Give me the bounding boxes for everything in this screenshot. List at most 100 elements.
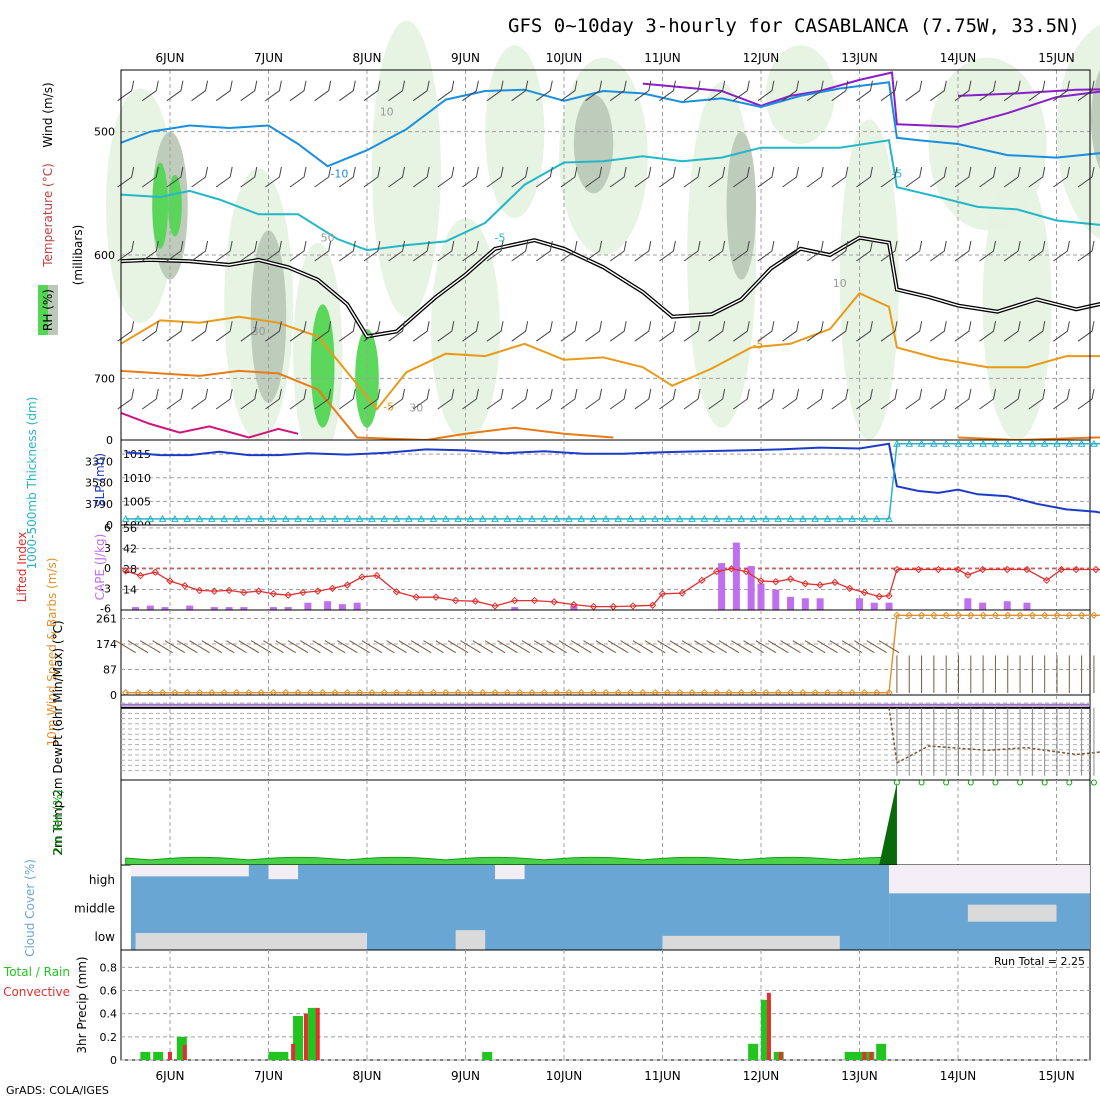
thickness-marker — [565, 514, 573, 522]
wind-marker — [1016, 611, 1024, 619]
precip-total-bar — [876, 1043, 887, 1060]
wind-barb — [1028, 80, 1046, 102]
wind-barb — [289, 80, 307, 102]
wind-barb — [1003, 240, 1021, 262]
cape-bar — [964, 598, 972, 610]
lifted-marker — [181, 582, 189, 590]
wind-barb — [757, 388, 775, 410]
thickness-marker — [848, 514, 856, 522]
rh-shade-0 — [105, 88, 175, 323]
cape-bar — [787, 596, 795, 610]
cape-bar — [772, 589, 780, 610]
thickness-marker — [725, 514, 733, 522]
cloud-cell-6 — [967, 904, 1057, 922]
precip-convective-bar — [862, 1051, 867, 1060]
rh2m-marker — [943, 779, 950, 786]
wind10-barb — [484, 640, 506, 654]
wind-barb — [1077, 240, 1095, 262]
day-label-bottom: 7JUN — [254, 1069, 283, 1083]
wind10-barb — [201, 640, 223, 654]
wind-barb — [166, 166, 184, 188]
ua-ytick-label: 600 — [94, 249, 115, 262]
thickness-marker — [614, 514, 623, 522]
wind-barb — [856, 388, 873, 410]
lifted-marker — [254, 587, 263, 595]
wind-barb — [314, 388, 332, 410]
thickness-marker — [762, 514, 770, 522]
wind-barb — [265, 388, 282, 410]
wind-barb — [412, 240, 430, 262]
wind-marker — [1028, 611, 1037, 619]
thickness-marker — [917, 439, 926, 447]
precip-tick-label: 0.2 — [100, 1031, 118, 1044]
isotherm-line-2 — [120, 81, 1100, 168]
temperature-legend-label: Temperature (°C) — [41, 163, 55, 268]
wind-barb — [215, 240, 233, 262]
thickness-marker — [835, 514, 844, 522]
thickness-marker — [966, 439, 975, 447]
isotherm-line-0 — [642, 71, 1100, 128]
cape-bar — [338, 604, 346, 610]
cloud-layer-label: middle — [74, 902, 115, 916]
wind10-barb — [250, 640, 272, 654]
rh-shade-9 — [371, 20, 441, 317]
lifted-marker — [343, 581, 352, 589]
precip-convective-bar — [303, 1013, 308, 1060]
wind-barb — [437, 166, 455, 188]
lifted-marker — [491, 602, 499, 610]
isotherm-line-3 — [120, 139, 1100, 252]
thickness-marker — [491, 514, 499, 522]
rh-shade-2 — [152, 162, 169, 249]
cape-ylabel: CAPE (J/kg) — [93, 534, 107, 601]
lifted-ylabel: Lifted Index — [15, 532, 29, 603]
wind-barb — [1053, 321, 1070, 342]
wind-barb — [757, 240, 775, 262]
lifted-marker — [530, 596, 539, 605]
lifted-marker — [648, 601, 657, 609]
precip-total-bar — [482, 1051, 493, 1060]
wind10-barb — [583, 640, 604, 654]
thickness-marker — [429, 514, 438, 522]
wind-barb — [659, 80, 676, 102]
wind10-barb — [570, 640, 592, 654]
wind-barb — [486, 240, 504, 262]
precip-total-bar — [307, 1007, 318, 1060]
cape-tick-label: 56 — [123, 522, 137, 535]
cloud-cell-1 — [268, 865, 299, 880]
precip-total-bar — [293, 1016, 304, 1060]
lifted-marker — [451, 596, 460, 605]
thickness-marker — [417, 514, 426, 522]
day-label-bottom: 10JUN — [546, 1069, 583, 1083]
wind-panel-frame — [120, 609, 1091, 696]
wind-barb — [117, 388, 135, 410]
cape-bar — [979, 602, 987, 610]
lifted-marker — [629, 602, 637, 610]
wind-barb — [905, 166, 923, 188]
wind-barb — [880, 80, 898, 102]
thickness-marker — [1003, 439, 1012, 447]
lifted-marker — [1042, 576, 1051, 585]
wind-barb — [314, 80, 332, 102]
lifted-marker — [225, 586, 233, 595]
cloud-cell-2 — [495, 865, 525, 880]
wind-marker — [954, 611, 963, 619]
wind-barb — [560, 80, 578, 102]
thickness-marker — [232, 514, 241, 522]
wind10-barb — [324, 640, 346, 654]
lifted-marker — [742, 567, 750, 576]
thickness-marker — [700, 514, 709, 522]
wind-marker — [893, 611, 901, 619]
ua-ytick-label: 700 — [94, 372, 115, 385]
wind-barb — [733, 240, 750, 262]
wind-marker — [967, 611, 975, 619]
wind-barb — [388, 80, 406, 102]
precip-convective-bar — [291, 1043, 296, 1060]
wind-barb — [708, 388, 726, 410]
thickness-marker — [638, 514, 647, 522]
wind10-barb — [312, 640, 333, 654]
precip-tick-label: 0.8 — [100, 961, 118, 974]
lifted-marker — [392, 588, 401, 596]
thickness-marker — [343, 514, 352, 522]
thickness-marker — [626, 514, 635, 522]
wind-barb — [757, 80, 775, 102]
